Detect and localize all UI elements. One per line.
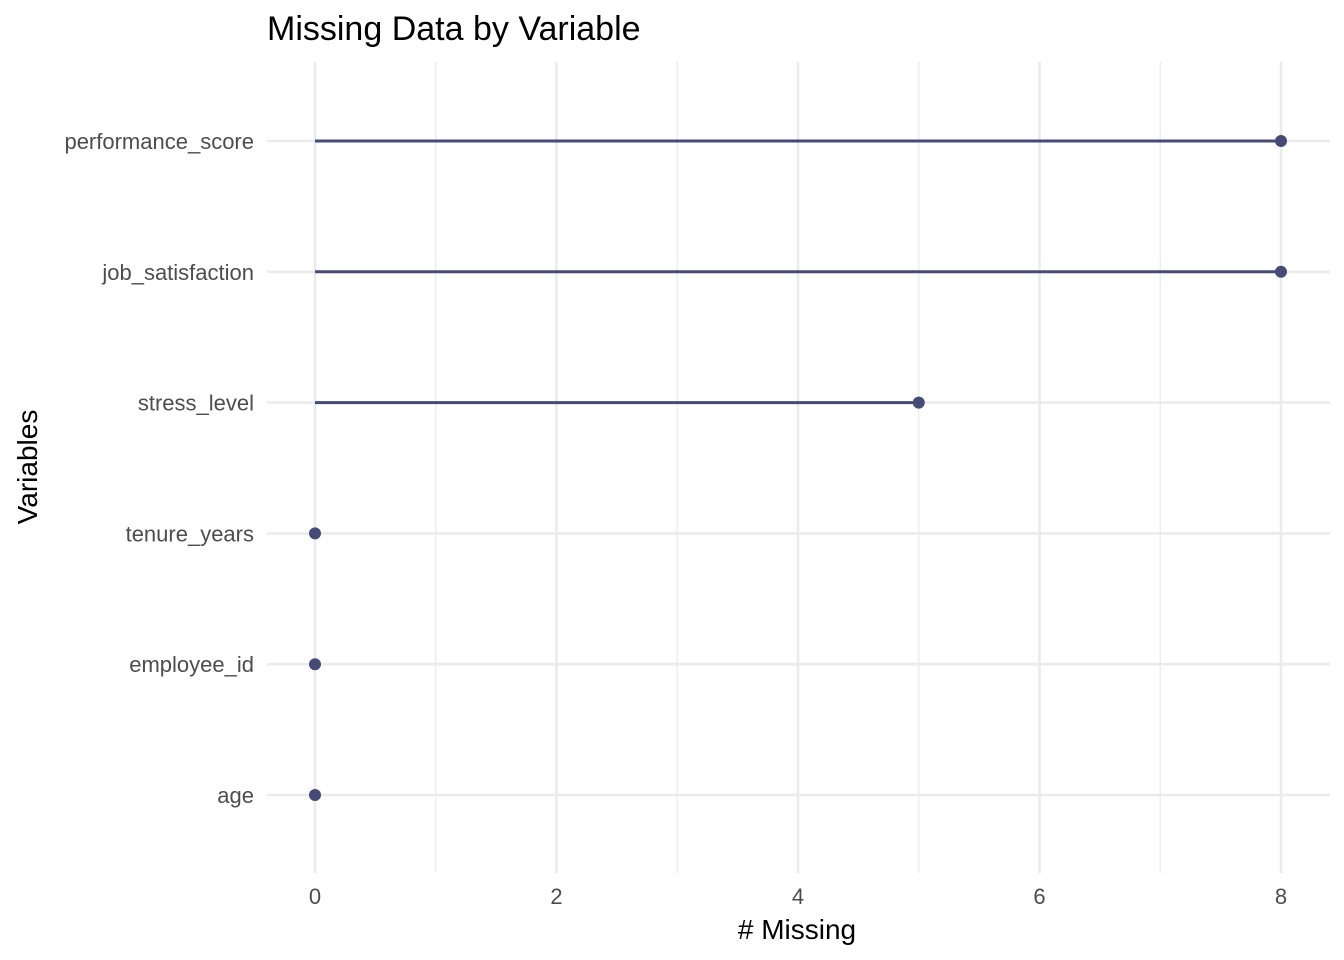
x-tick-label: 2	[550, 884, 562, 909]
x-axis-title: # Missing	[738, 914, 856, 945]
y-tick-label: performance_score	[64, 129, 254, 154]
lollipop-point	[912, 396, 925, 409]
x-tick-label: 4	[792, 884, 804, 909]
lollipop-point	[309, 527, 321, 540]
y-tick-label: tenure_years	[126, 521, 254, 546]
y-tick-label: job_satisfaction	[101, 260, 254, 285]
x-tick-label: 6	[1033, 884, 1045, 909]
y-tick-label: employee_id	[129, 652, 254, 677]
tick-labels: 0 2 4 6 8 performance_score job_satisfactionst…	[64, 129, 1287, 909]
lollipop-point	[1275, 265, 1287, 278]
lollipop-point	[1275, 135, 1287, 147]
y-axis-title: Variables	[12, 410, 43, 525]
y-tick-label: age	[217, 783, 254, 808]
chart-title: Missing Data by Variable	[267, 10, 641, 48]
lollipop-marks	[309, 135, 1287, 801]
x-tick-label: 8	[1275, 884, 1287, 909]
lollipop-point	[309, 789, 321, 801]
grid	[267, 62, 1330, 873]
lollipop-point	[309, 658, 321, 671]
x-tick-label: 0	[309, 884, 321, 909]
y-tick-label: stress_level	[138, 391, 254, 416]
